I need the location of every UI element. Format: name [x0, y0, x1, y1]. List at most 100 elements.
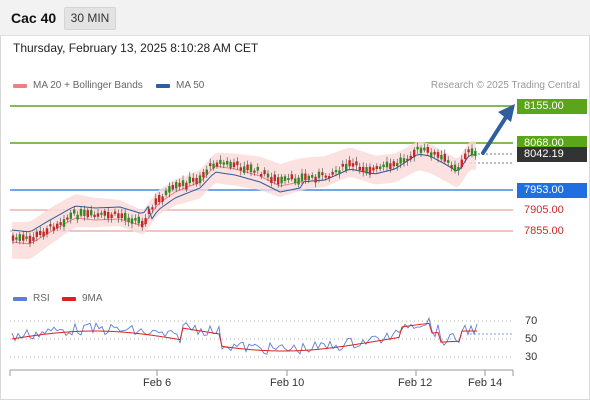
candle-body	[52, 226, 55, 231]
candle-body	[297, 177, 300, 185]
candle-body	[59, 222, 62, 225]
candle-body	[365, 167, 368, 174]
label-last-price: 8042.19	[517, 147, 587, 162]
candle-body	[379, 166, 382, 170]
candle-body	[219, 159, 222, 164]
candle-body	[209, 163, 212, 167]
candle-body	[433, 151, 436, 155]
candle-body	[283, 176, 287, 181]
candle-body	[120, 213, 123, 218]
candle-body	[467, 149, 470, 153]
candle-body	[147, 208, 151, 214]
candle-body	[28, 235, 32, 244]
candle-body	[426, 146, 429, 153]
candle-body	[277, 177, 280, 185]
candle-body	[372, 167, 375, 171]
candle-body	[239, 167, 242, 171]
legend-ma20: MA 20 + Bollinger Bands	[13, 80, 143, 91]
candle-body	[345, 163, 348, 171]
label-support2: 7855.00	[524, 225, 564, 237]
candle-body	[83, 209, 86, 216]
candle-body	[287, 178, 290, 181]
x-label-feb12: Feb 12	[398, 377, 433, 389]
candle-body	[39, 230, 42, 236]
label-target-high: 8155.00	[517, 99, 587, 114]
candle-body	[195, 177, 198, 185]
candle-body	[423, 147, 426, 151]
candle-body	[192, 177, 195, 182]
timeframe-button[interactable]: 30 MIN	[64, 7, 116, 30]
candle-body	[362, 166, 365, 173]
candle-body	[304, 173, 307, 181]
candle-body	[470, 148, 474, 156]
ma50-swatch	[156, 83, 170, 88]
candle-body	[307, 175, 310, 180]
candle-body	[300, 173, 304, 181]
candle-body	[249, 164, 253, 173]
candle-body	[188, 176, 191, 184]
ma50-line	[11, 153, 477, 233]
candle-body	[294, 178, 297, 183]
legend-rsi: RSI	[13, 293, 50, 304]
candle-body	[164, 190, 168, 196]
candle-body	[341, 163, 344, 167]
candle-body	[460, 159, 463, 168]
candle-body	[450, 165, 453, 169]
candle-body	[117, 213, 120, 218]
bollinger-band	[12, 140, 476, 260]
candle-body	[246, 164, 249, 171]
candle-body	[232, 162, 236, 168]
candle-body	[351, 163, 355, 167]
candle-body	[178, 182, 181, 187]
candle-body	[100, 212, 103, 215]
label-support1: 7905.00	[524, 204, 564, 216]
candlestick-series	[11, 140, 477, 260]
legend-ma50: MA 50	[156, 80, 204, 91]
candle-body	[25, 236, 28, 239]
candle-body	[256, 166, 259, 171]
candle-body	[229, 161, 232, 168]
candle-body	[290, 174, 293, 180]
top-bar: Cac 40 30 MIN	[0, 0, 590, 36]
candle-body	[212, 163, 215, 169]
candle-body	[181, 180, 185, 187]
candle-body	[11, 235, 15, 241]
candle-body	[474, 150, 477, 157]
candle-body	[253, 170, 256, 173]
candle-body	[236, 161, 239, 166]
candle-body	[392, 161, 395, 167]
candle-body	[328, 176, 331, 179]
candle-body	[331, 171, 334, 175]
candle-body	[113, 211, 117, 214]
candle-body	[443, 153, 446, 162]
rsi-label: RSI	[33, 293, 50, 304]
candle-body	[62, 219, 66, 227]
candle-body	[409, 155, 412, 160]
research-credit: Research © 2025 Trading Central	[430, 80, 580, 91]
candle-body	[416, 146, 419, 150]
candle-body	[226, 160, 229, 165]
candle-body	[215, 162, 219, 167]
candle-body	[464, 153, 467, 160]
candle-body	[260, 173, 263, 177]
candle-body	[93, 214, 96, 218]
candle-body	[137, 216, 140, 224]
candle-body	[368, 166, 372, 175]
label-pivot: 7953.00	[517, 183, 587, 198]
candle-body	[124, 212, 127, 221]
rsi-ma-line	[11, 322, 478, 352]
candle-body	[18, 234, 21, 241]
candle-body	[15, 237, 18, 240]
candle-body	[436, 152, 440, 158]
legend-rsi-ma: 9MA	[62, 293, 103, 304]
candle-body	[202, 172, 205, 178]
candle-body	[453, 164, 457, 172]
forecast-arrow-head	[498, 104, 515, 122]
candle-body	[154, 198, 157, 205]
candle-body	[69, 212, 72, 219]
candle-body	[375, 166, 378, 169]
candle-body	[413, 149, 416, 158]
candle-body	[76, 214, 79, 220]
candle-body	[161, 196, 164, 202]
